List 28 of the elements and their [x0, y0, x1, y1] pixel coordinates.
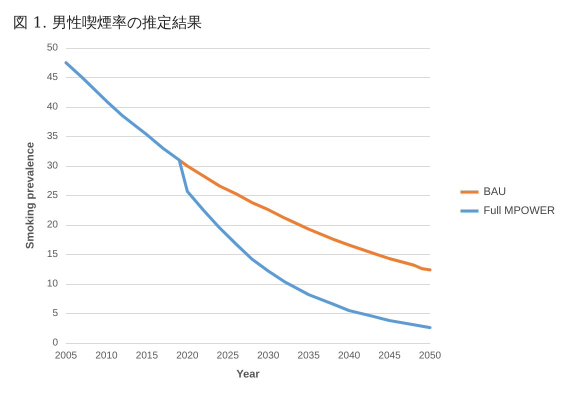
x-axis-title: Year — [236, 368, 260, 380]
x-tick-label: 2015 — [136, 350, 158, 362]
y-tick-label: 15 — [46, 249, 58, 260]
x-tick-label: 2025 — [216, 350, 240, 362]
y-tick-label: 40 — [46, 102, 58, 112]
y-tick-label: 50 — [46, 42, 58, 54]
x-tick-label: 2020 — [176, 350, 199, 362]
y-tick-label: 35 — [46, 131, 58, 142]
y-tick-label: 5 — [52, 308, 58, 319]
legend-label: BAU — [484, 186, 506, 198]
x-tick-label: 2040 — [338, 350, 361, 362]
y-tick-label: 10 — [46, 278, 58, 290]
x-tick-label: 2010 — [95, 350, 118, 362]
legend-label: Full MPOWER — [484, 205, 556, 217]
line-series — [64, 61, 432, 330]
x-tick-label: 2050 — [418, 350, 442, 362]
x-tick-label: 2035 — [298, 350, 320, 362]
y-tick-label: 45 — [46, 72, 58, 83]
x-tick-label: 2030 — [257, 350, 280, 362]
chart-title: 図 1. 男性喫煙率の推定結果 — [13, 14, 202, 32]
x-tick-label: 2045 — [378, 350, 402, 362]
y-tick-label: 0 — [52, 338, 58, 348]
line-series — [178, 158, 432, 272]
x-tick-label: 2005 — [54, 350, 78, 362]
y-axis-title: Smoking prevalence — [24, 142, 36, 249]
y-tick-label: 25 — [46, 190, 58, 201]
y-tick-label: 20 — [46, 220, 58, 230]
y-tick-label: 30 — [46, 160, 58, 172]
